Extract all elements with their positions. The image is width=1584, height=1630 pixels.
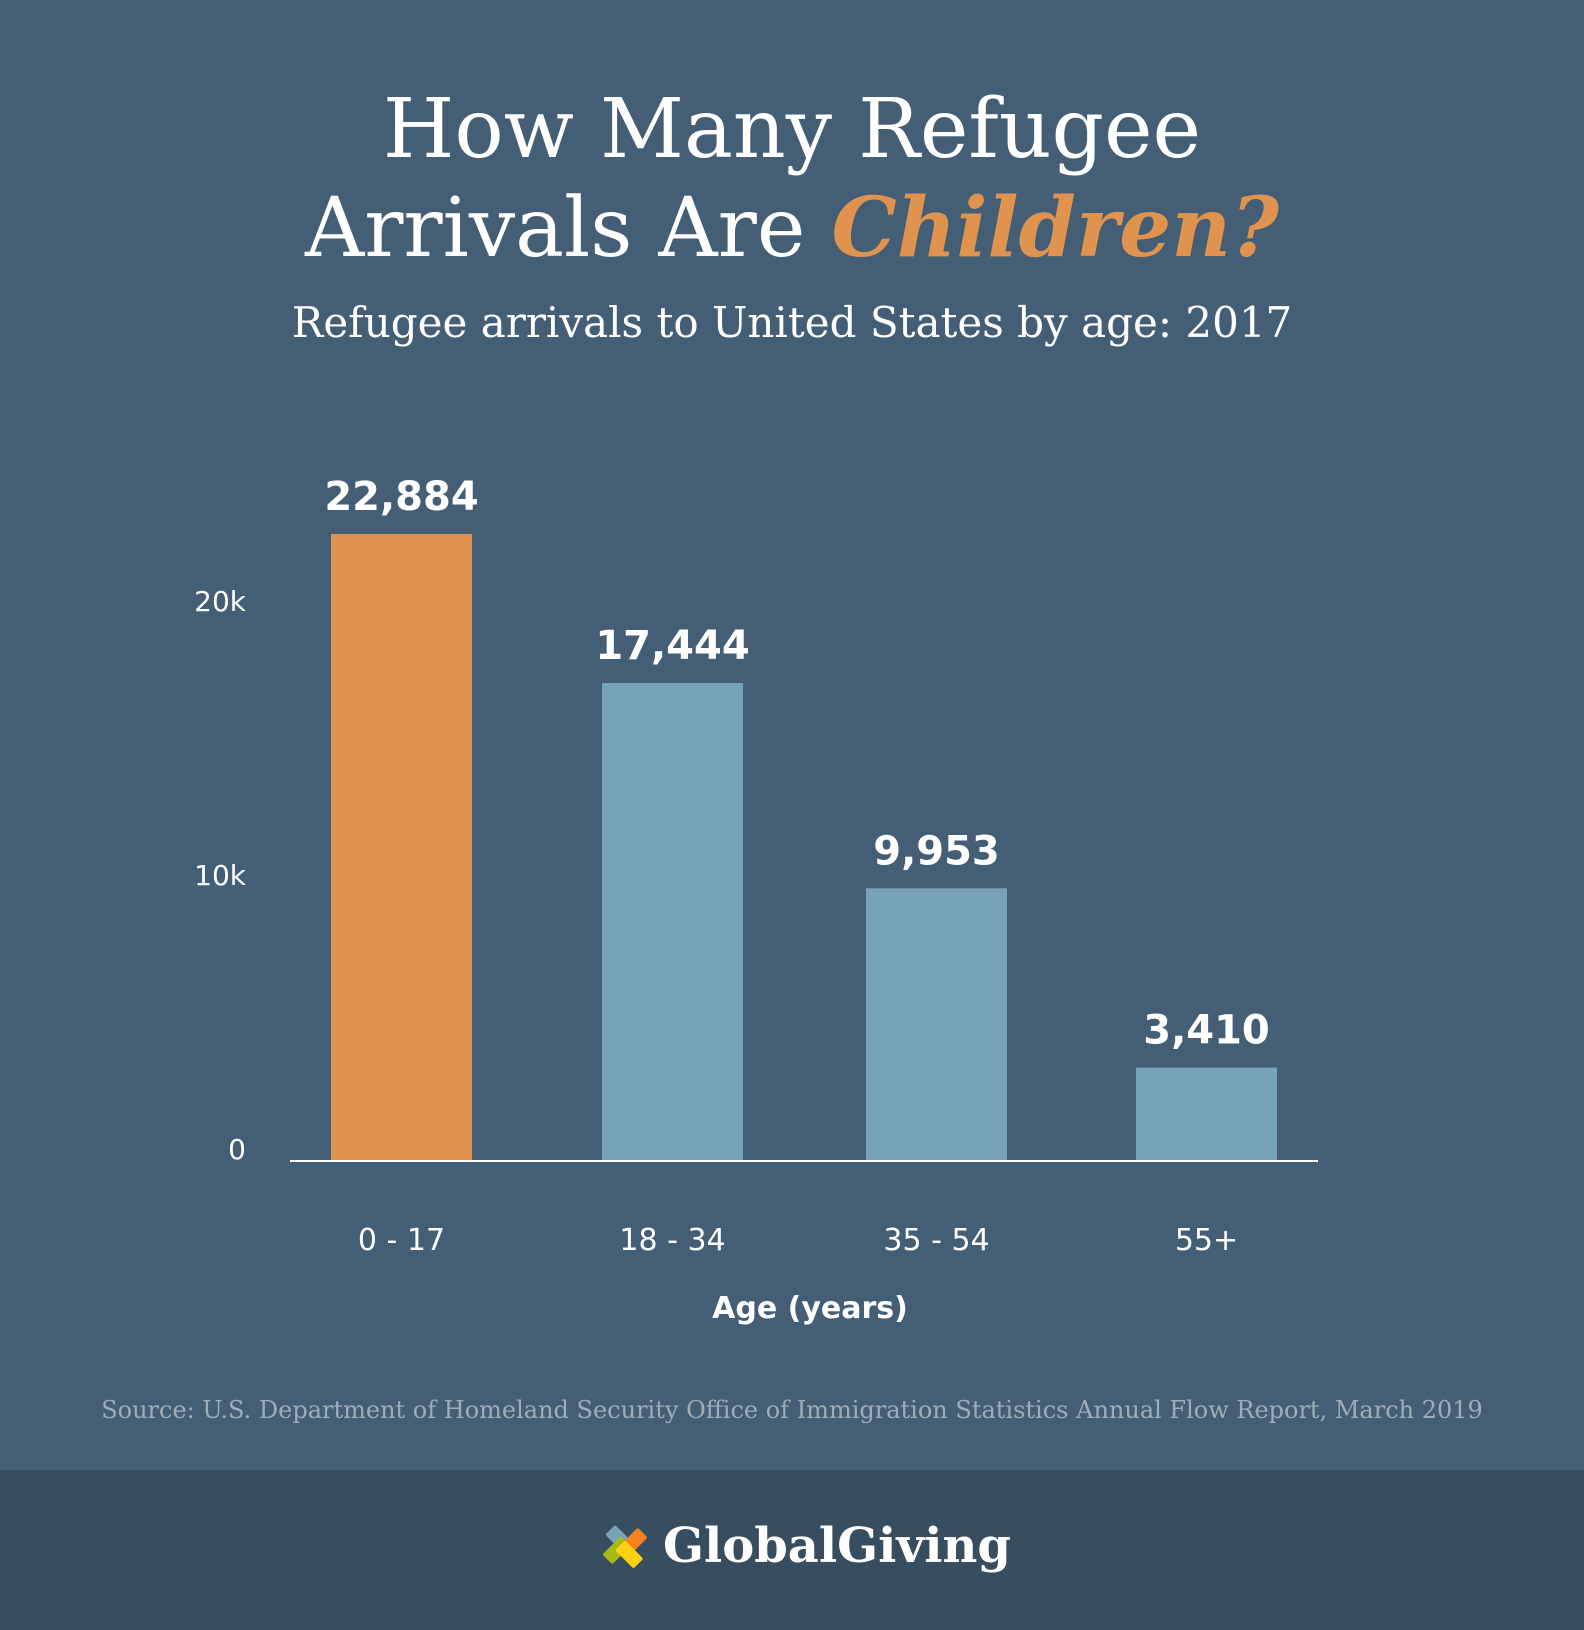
title-accent: Children? [831,180,1279,276]
y-tick-label: 0 [228,1133,246,1166]
x-tick-label: 18 - 34 [619,1223,725,1258]
globalgiving-logo: GlobalGiving [597,1518,1011,1574]
data-label: 3,410 [1143,1008,1270,1054]
bar [331,533,472,1161]
data-label: 17,444 [595,623,749,669]
globalgiving-logo-icon [603,1525,647,1568]
x-tick-label: 0 - 17 [358,1223,445,1258]
bar [1136,1067,1277,1161]
subtitle: Refugee arrivals to United States by age… [291,298,1293,347]
bar [602,683,743,1161]
logo-text: GlobalGiving [663,1518,1011,1574]
title-prefix: Arrivals Are [305,181,832,276]
title-line-1: How Many Refugee [382,82,1202,177]
title-line-2: Arrivals Are Children? [0,178,1584,279]
x-tick-label: 35 - 54 [883,1223,989,1258]
y-tick-label: 10k [194,859,247,892]
footer: GlobalGiving [0,1470,1584,1630]
x-tick-label: 55+ [1175,1223,1238,1258]
bar [866,888,1007,1161]
y-tick-label: 20k [194,585,247,618]
data-label: 9,953 [873,828,1000,874]
x-axis-label: Age (years) [712,1291,908,1326]
data-label: 22,884 [324,474,478,520]
bar-chart: 0 10k 20k 22,884 0 - 17 17,444 18 - 34 9,953 35 … [194,474,1318,1326]
source-note: Source: U.S. Department of Homeland Secu… [101,1396,1483,1424]
